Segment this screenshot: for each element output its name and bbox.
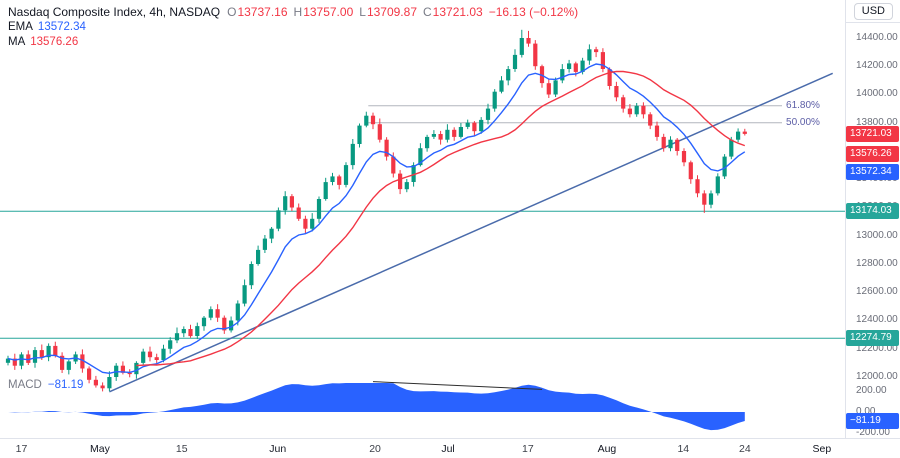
ema-label: EMA — [8, 21, 33, 33]
currency-toggle-button[interactable]: USD — [853, 3, 893, 20]
time-axis-label: Jul — [441, 443, 455, 455]
macd-axis-label: 0.00 — [856, 406, 876, 417]
symbol-title[interactable]: Nasdaq Composite Index, 4h, NASDAQ — [8, 5, 221, 19]
price-axis-label: 14200.00 — [856, 60, 898, 72]
time-axis-label: 14 — [677, 443, 690, 455]
macd-value-tag: −81.19 — [846, 412, 899, 429]
time-axis-label: May — [90, 443, 110, 455]
ema-legend-row[interactable]: EMA 13572.34 — [8, 20, 584, 35]
price-axis-label: 14400.00 — [856, 32, 898, 43]
ma-value: 13576.26 — [30, 36, 79, 48]
price-axis-label: 12400.00 — [856, 314, 898, 326]
high-value: 13757.00 — [303, 5, 354, 19]
ma-line — [136, 70, 746, 367]
price-axis-label: 12800.00 — [856, 257, 898, 269]
time-axis-label: Sep — [812, 443, 832, 455]
price-axis-label: 13800.00 — [856, 116, 898, 128]
ema-value: 13572.34 — [37, 21, 86, 33]
macd-legend-row[interactable]: MACD −81.19 — [8, 379, 83, 391]
candlesticks — [5, 29, 747, 392]
price-axis-label: 14000.00 — [856, 88, 898, 100]
time-axis-label: Aug — [597, 443, 617, 455]
price-tag: 13721.03 — [846, 125, 899, 142]
ma-legend-row[interactable]: MA 13576.26 — [8, 35, 584, 50]
chart-legend: Nasdaq Composite Index, 4h, NASDAQ O13737… — [8, 5, 584, 50]
price-axis-label: 12600.00 — [856, 286, 898, 298]
price-axis-border — [845, 0, 846, 438]
time-axis-label: 20 — [369, 443, 381, 455]
currency-separator — [845, 22, 900, 23]
time-axis-label: 17 — [15, 443, 28, 455]
price-tag: 13174.03 — [846, 203, 899, 220]
high-label: H — [293, 5, 303, 19]
price-tag: 12274.79 — [846, 330, 899, 347]
macd-area — [8, 383, 745, 431]
time-axis-label: 17 — [522, 443, 534, 455]
ema-line — [7, 63, 746, 375]
close-value: 13721.03 — [432, 5, 483, 19]
fib-level-label: 50.00% — [786, 116, 820, 128]
macd-axis-label: 200.00 — [856, 385, 887, 396]
macd-label: MACD — [8, 379, 42, 391]
macd-value: −81.19 — [47, 379, 84, 391]
price-axis-label: 12000.00 — [856, 370, 898, 382]
time-axis-border — [0, 438, 900, 439]
macd-trend-line[interactable] — [372, 381, 543, 390]
price-tag: 13572.34 — [846, 164, 899, 181]
time-axis-label: 24 — [738, 443, 751, 455]
price-axis-label: 13000.00 — [856, 229, 898, 241]
change-value: −16.13 (−0.12%) — [488, 5, 579, 19]
time-axis-label: Jun — [269, 443, 287, 455]
time-axis-label: 15 — [175, 443, 188, 455]
low-value: 13709.87 — [366, 5, 417, 19]
macd-axis-label: -200.00 — [856, 427, 890, 438]
close-label: C — [423, 5, 432, 19]
ma-label: MA — [8, 36, 26, 48]
price-axis-label: 12200.00 — [856, 342, 898, 354]
trend-line[interactable] — [109, 72, 834, 393]
open-value: 13737.16 — [237, 5, 288, 19]
fib-level-label: 61.80% — [786, 99, 820, 111]
low-label: L — [359, 5, 366, 19]
price-tag: 13576.26 — [846, 146, 899, 163]
open-label: O — [227, 5, 237, 19]
